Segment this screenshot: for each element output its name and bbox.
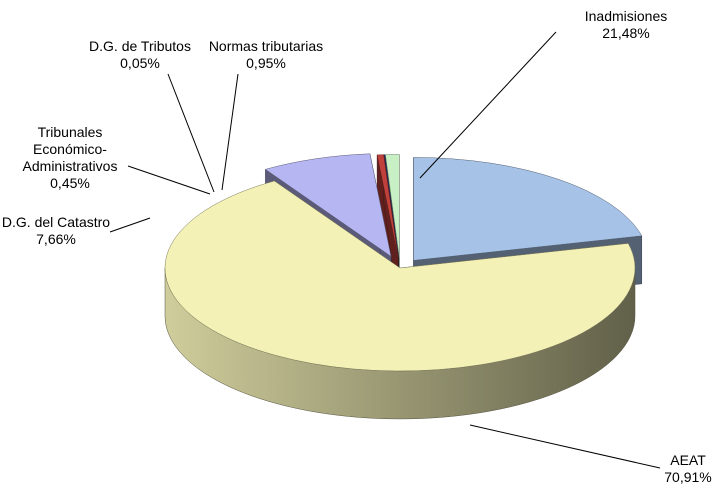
slice-name: Inadmisiones	[584, 8, 668, 24]
leader-line	[469, 424, 661, 469]
slice-label: Tribunales Económico-Administrativos 0,45…	[15, 124, 125, 192]
slice-value: 0,05%	[120, 55, 160, 71]
slice	[164, 180, 636, 372]
slice-name: D.G. del Catastro	[1, 214, 111, 230]
leader-line	[221, 73, 239, 191]
leader-line	[127, 165, 211, 195]
slice-value: 7,66%	[36, 231, 76, 247]
slice-value: 0,45%	[50, 175, 90, 191]
slice	[264, 153, 392, 257]
slice	[383, 154, 399, 258]
slice-label: Inadmisiones 21,48%	[585, 8, 668, 42]
leader-line	[109, 217, 151, 233]
slice-value: 0,95%	[246, 55, 286, 71]
slice-value: 21,48%	[602, 25, 650, 41]
leader-line	[419, 31, 557, 179]
slice-value: 70,91%	[664, 469, 712, 485]
leader-line	[167, 73, 215, 193]
slice-label: Normas tributarias 0,95%	[209, 38, 323, 72]
slice-label: D.G. de Tributos 0,05%	[89, 38, 191, 72]
slice-name: Normas tributarias	[208, 38, 324, 54]
slice-name: D.G. de Tributos	[89, 38, 191, 54]
slice	[385, 154, 400, 258]
slice-label: AEAT 70,91%	[664, 452, 711, 486]
slice-name: Tribunales Económico-Administrativos	[22, 124, 118, 174]
slice	[413, 157, 643, 261]
slice-label: D.G. del Catastro 7,66%	[2, 214, 110, 248]
slice	[376, 154, 399, 258]
slice-name: AEAT	[670, 452, 706, 468]
